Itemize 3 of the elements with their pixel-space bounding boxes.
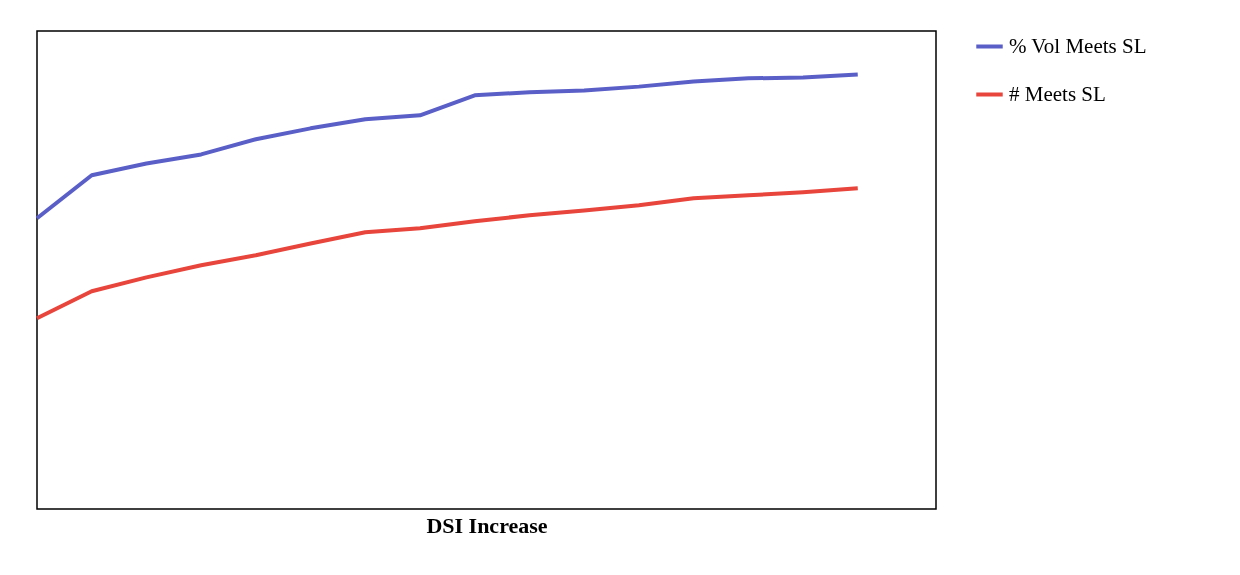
legend-label: % Vol Meets SL bbox=[1009, 33, 1147, 58]
legend-label: # Meets SL bbox=[1009, 81, 1106, 106]
x-axis-title: DSI Increase bbox=[426, 512, 548, 538]
